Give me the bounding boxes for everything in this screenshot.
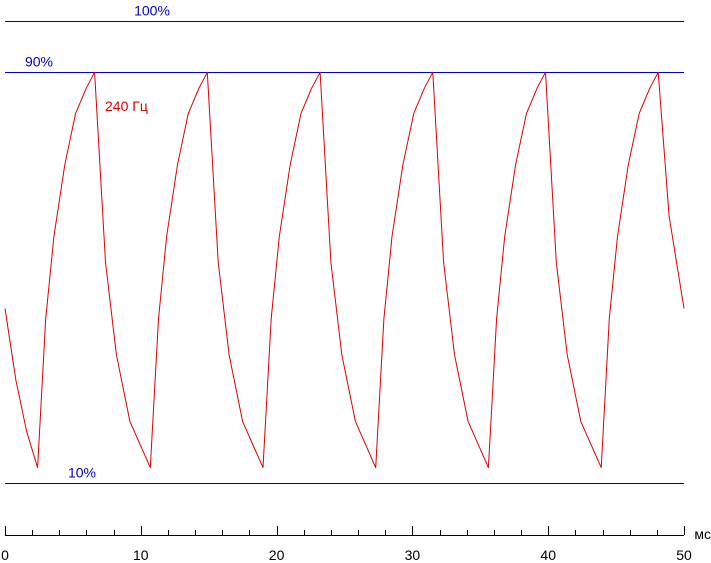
x-tick-label: 30: [405, 547, 421, 563]
reference-lines: 100% 90% 10%: [5, 3, 684, 484]
reference-label-10: 10%: [68, 465, 96, 481]
series-label: 240 Гц: [105, 98, 148, 114]
x-tick-label: 10: [133, 547, 149, 563]
x-tick-label: 20: [269, 547, 285, 563]
x-axis: 0 10 20 30 40 50: [1, 526, 692, 563]
series-layer: [4, 71, 685, 469]
series-line-0: [4, 71, 685, 469]
x-tick-label: 50: [676, 547, 692, 563]
reference-label-90: 90%: [25, 54, 53, 70]
x-tick-label: 0: [1, 547, 9, 563]
reference-label-100: 100%: [134, 3, 170, 19]
x-tick-label: 40: [540, 547, 556, 563]
x-axis-unit-label: мс: [694, 526, 711, 542]
